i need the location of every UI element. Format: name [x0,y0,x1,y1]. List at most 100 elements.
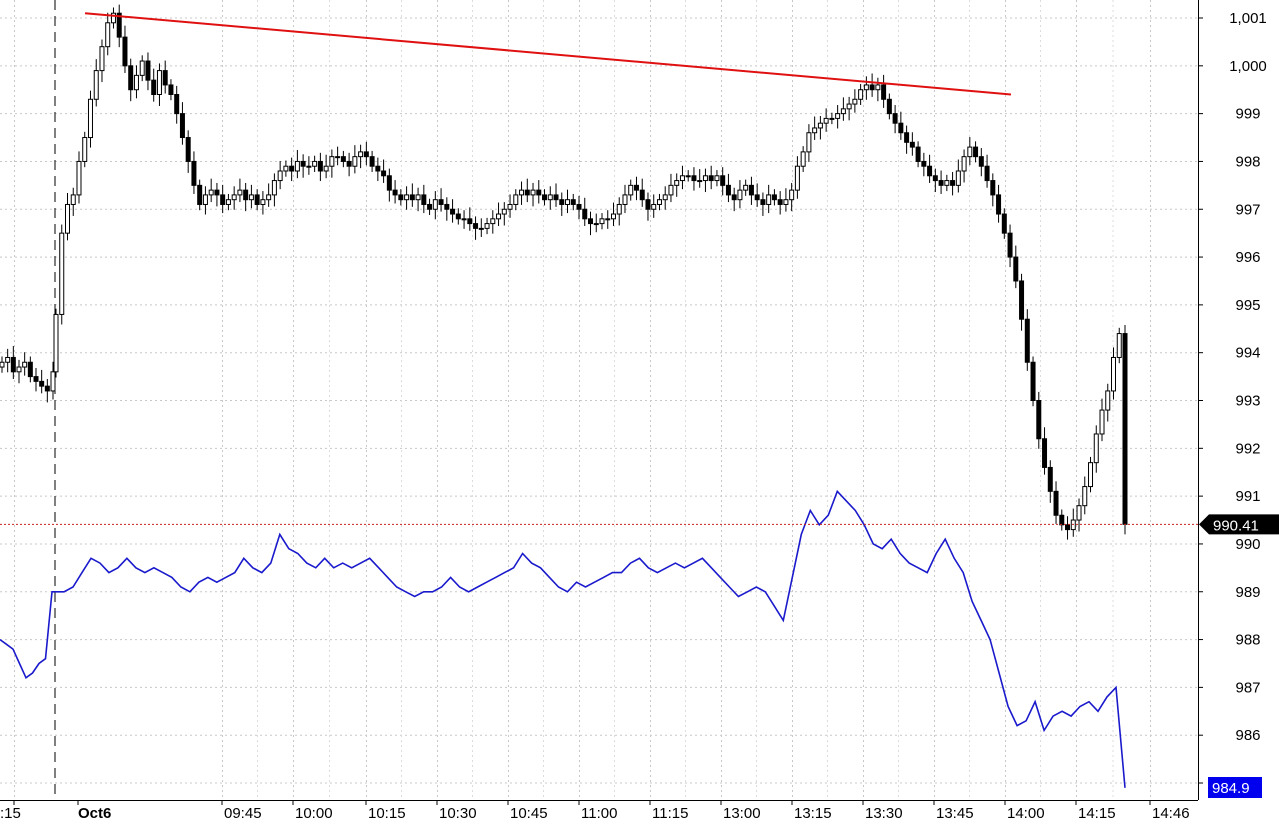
candle [748,176,754,205]
candle-body-up [656,199,662,205]
candle [932,168,938,193]
candle [1065,516,1071,540]
candle [375,157,381,182]
candle-body-down [996,194,1002,215]
candle [817,116,823,140]
candle-body-up [823,117,829,124]
candle-body-down [691,175,697,182]
candle-body-down [197,184,203,205]
candle [967,137,973,166]
candle-body-up [651,203,657,210]
candle-body-up [277,170,283,182]
x-axis-ticks: :15 Oct6 09:45 10:00 10:15 10:30 10:45 11:00 11:… [0,800,1190,822]
candle [524,178,530,203]
candle-body-down [386,175,392,191]
candle [340,150,346,168]
candle [64,192,70,241]
candle [651,194,657,218]
candle-body-up [231,194,237,201]
candle [794,156,800,199]
candle [760,192,766,216]
candle-body-down [927,165,933,177]
candle [369,150,375,172]
candle-body-down [191,160,197,186]
candle [50,361,56,400]
candle [858,83,864,106]
candle-body-down [427,203,433,210]
candle-body-up [16,366,22,373]
candle-body-up [714,175,720,182]
candle [496,202,502,226]
candle [881,74,887,108]
last-price-badge-bg [1199,514,1279,535]
candle [662,186,668,210]
candle-body-up [697,180,703,183]
candle-body-up [59,232,65,315]
candle-body-up [766,194,772,205]
candle-body-down [44,385,50,392]
candle-body-down [116,12,122,38]
candle [547,186,553,210]
candle-body-up [283,165,289,172]
candle-body-up [679,175,685,182]
candle [415,187,421,212]
candle-body-up [858,89,864,100]
candle-body-down [909,141,915,148]
candle [771,189,777,206]
candle-body-down [438,199,444,205]
candle-body-down [1047,466,1053,492]
candle [588,211,593,236]
candle-body-up [507,203,513,210]
candle-body-up [513,194,519,205]
candle [444,197,450,221]
candle [323,154,329,179]
candle [530,182,536,207]
candle [691,167,697,191]
candle [628,179,634,201]
candle [720,167,726,196]
candle [605,210,611,229]
trendline-segment [84,12,1012,96]
candle-body-up [110,12,116,24]
candle [363,141,369,166]
candle-body-up [87,98,93,139]
candle [225,193,231,211]
candle [1019,273,1025,331]
x-tick-label: 10:45 [510,805,548,822]
candle [231,186,237,210]
candle [467,207,473,231]
candle-body-up [961,156,967,172]
candle-body-up [955,170,961,186]
candle-body-down [363,151,369,158]
candle-body-up [133,74,139,91]
candle-body-up [93,70,99,100]
candle-body-up [628,184,634,196]
candle-body-down [398,194,404,201]
candle-body-up [1076,505,1082,521]
candle-body-down [289,165,295,172]
candle [70,187,76,216]
candle-body-down [582,208,588,220]
candle-body-down [1065,524,1071,531]
candlestick-series [0,4,1128,540]
candle [33,367,39,392]
candle [639,178,645,207]
candle-body-up [944,180,950,186]
candle-body-down [39,380,45,387]
candle [950,171,956,196]
candle [214,182,220,207]
candle [519,181,525,205]
candle [87,90,93,148]
candle [996,184,1002,223]
candle [1042,427,1048,475]
candle [53,308,59,378]
candle-body-up [1088,462,1094,488]
candle-body-up [702,175,708,182]
candle [513,189,519,211]
candle-body-up [852,98,858,105]
candle [427,198,433,215]
candle-body-up [225,199,231,205]
candle [904,125,910,154]
candle-body-down [708,175,714,182]
candle [754,183,760,207]
